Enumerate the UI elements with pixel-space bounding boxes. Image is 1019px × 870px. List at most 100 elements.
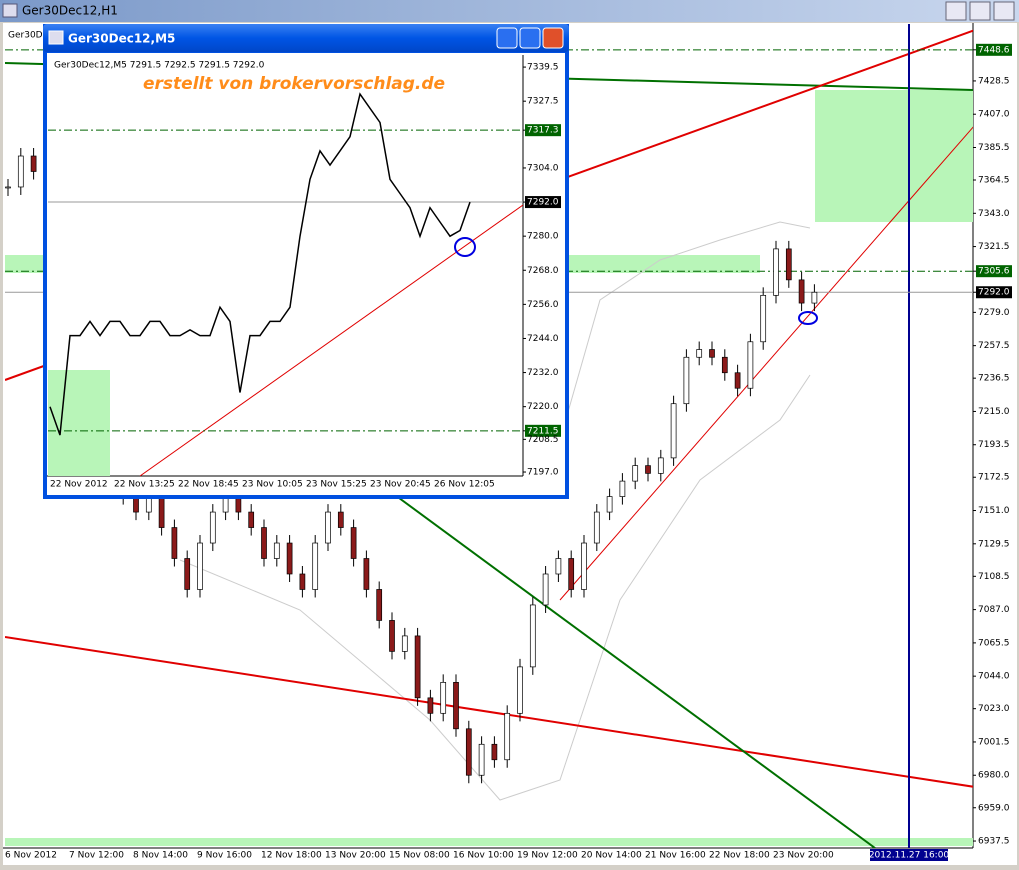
candle xyxy=(261,527,267,559)
y-tick-label: 7327.5 xyxy=(527,97,559,107)
y-tick-label: 7065.5 xyxy=(978,638,1010,648)
x-tick-label: 16 Nov 10:00 xyxy=(453,851,514,861)
x-tick-label: 6 Nov 2012 xyxy=(5,851,57,861)
minimize-button[interactable] xyxy=(945,1,967,21)
title-bar xyxy=(0,0,1019,22)
candle xyxy=(760,294,767,343)
chart-label: Ger30Dec xyxy=(8,31,53,41)
inner-window: Ger30Dec12,M5 Ger30Dec12,M5 7291.5 7292.… xyxy=(43,24,569,499)
trend-line xyxy=(5,636,973,788)
inner-maximize[interactable] xyxy=(519,27,541,49)
y-tick-label: 7321.5 xyxy=(978,242,1010,252)
y-tick-label: 7279.0 xyxy=(978,308,1010,318)
candle xyxy=(581,542,587,590)
inner-minimize[interactable] xyxy=(496,27,518,49)
candle xyxy=(619,480,626,497)
candle xyxy=(299,573,306,590)
y-tick-label: 7232.0 xyxy=(527,368,559,378)
x-tick-label: 20 Nov 14:00 xyxy=(581,851,642,861)
cursor-time: 2012.11.27 16:00 xyxy=(869,851,950,861)
y-tick-label: 7292.0 xyxy=(527,198,559,208)
candle xyxy=(670,403,677,459)
candle xyxy=(747,341,754,389)
inner-close[interactable] xyxy=(542,27,564,49)
y-tick-label: 7208.5 xyxy=(527,435,559,445)
window-title: Ger30Dec12,H1 xyxy=(22,4,118,18)
candle xyxy=(568,558,575,590)
candle xyxy=(389,620,395,652)
price-box xyxy=(525,124,561,137)
y-tick-label: 7256.0 xyxy=(527,300,559,310)
price-box xyxy=(525,196,561,209)
x-tick-label: 15 Nov 08:00 xyxy=(389,851,450,861)
inner-icon xyxy=(48,30,64,45)
x-tick-label: 9 Nov 16:00 xyxy=(197,851,252,861)
candle xyxy=(517,666,523,714)
price-box xyxy=(976,43,1012,56)
y-tick-label: 7364.5 xyxy=(978,176,1010,186)
y-tick-label: 7407.0 xyxy=(978,110,1010,120)
y-tick-label: 7268.0 xyxy=(527,266,559,276)
x-tick-label: 23 Nov 20:00 xyxy=(773,851,834,861)
candle xyxy=(632,465,639,482)
y-tick-label: 7339.5 xyxy=(527,63,559,73)
y-tick-label: 7448.6 xyxy=(978,45,1010,55)
y-tick-label: 7151.0 xyxy=(978,506,1010,516)
candle xyxy=(401,635,408,652)
candle xyxy=(453,682,459,730)
x-tick-label: 26 Nov 12:05 xyxy=(434,480,495,490)
candle xyxy=(683,356,690,405)
x-tick-label: 21 Nov 16:00 xyxy=(645,851,706,861)
zone xyxy=(5,838,973,846)
price-box xyxy=(525,424,561,437)
candle xyxy=(504,712,511,761)
candle xyxy=(30,155,37,172)
x-tick-label: 7 Nov 12:00 xyxy=(69,851,124,861)
y-tick-label: 6959.0 xyxy=(978,803,1010,813)
y-tick-label: 7023.0 xyxy=(978,704,1010,714)
highlight-circle xyxy=(798,311,818,325)
candle xyxy=(248,511,255,528)
inner-plot xyxy=(48,92,523,476)
x-tick-label: 22 Nov 18:00 xyxy=(709,851,770,861)
y-tick-label: 7317.3 xyxy=(527,126,559,136)
y-tick-label: 7236.5 xyxy=(978,374,1010,384)
window-icon xyxy=(2,3,18,18)
candle xyxy=(811,291,818,304)
candle xyxy=(209,511,216,544)
band xyxy=(559,221,811,441)
y-tick-label: 7257.5 xyxy=(978,341,1010,351)
y-tick-label: 7220.0 xyxy=(527,402,559,412)
close-button[interactable] xyxy=(993,1,1015,21)
window-buttons[interactable] xyxy=(945,1,1015,21)
candle xyxy=(798,279,805,304)
candle xyxy=(5,186,11,189)
y-tick-label: 7129.5 xyxy=(978,539,1010,549)
y-tick-label: 7215.0 xyxy=(978,407,1010,417)
y-tick-label: 7044.0 xyxy=(978,672,1010,682)
candle xyxy=(312,542,319,590)
x-tick-label: 23 Nov 10:05 xyxy=(242,480,303,490)
inner-title: Ger30Dec12,M5 xyxy=(68,32,175,46)
maximize-button[interactable] xyxy=(969,1,991,21)
y-tick-label: 6980.0 xyxy=(978,771,1010,781)
y-tick-label: 7343.0 xyxy=(978,209,1010,219)
candle xyxy=(197,542,203,590)
y-tick-label: 7304.0 xyxy=(527,163,559,173)
y-tick-label: 7087.0 xyxy=(978,605,1010,615)
candle xyxy=(427,697,434,714)
x-tick-label: 19 Nov 12:00 xyxy=(517,851,578,861)
candle xyxy=(286,542,293,575)
candle xyxy=(325,511,331,544)
candle xyxy=(542,573,549,606)
y-tick-label: 7385.5 xyxy=(978,143,1010,153)
price-line xyxy=(49,92,471,436)
price-box xyxy=(976,265,1012,278)
inner-axes: Ger30Dec12,M5 7291.5 7292.5 7291.5 7292.… xyxy=(50,61,561,490)
x-tick-label: 13 Nov 20:00 xyxy=(325,851,386,861)
candle xyxy=(337,511,344,528)
x-tick-label: 22 Nov 18:45 xyxy=(178,480,239,490)
candle xyxy=(465,728,472,776)
y-tick-label: 7292.0 xyxy=(978,288,1010,298)
x-tick-label: 8 Nov 14:00 xyxy=(133,851,188,861)
